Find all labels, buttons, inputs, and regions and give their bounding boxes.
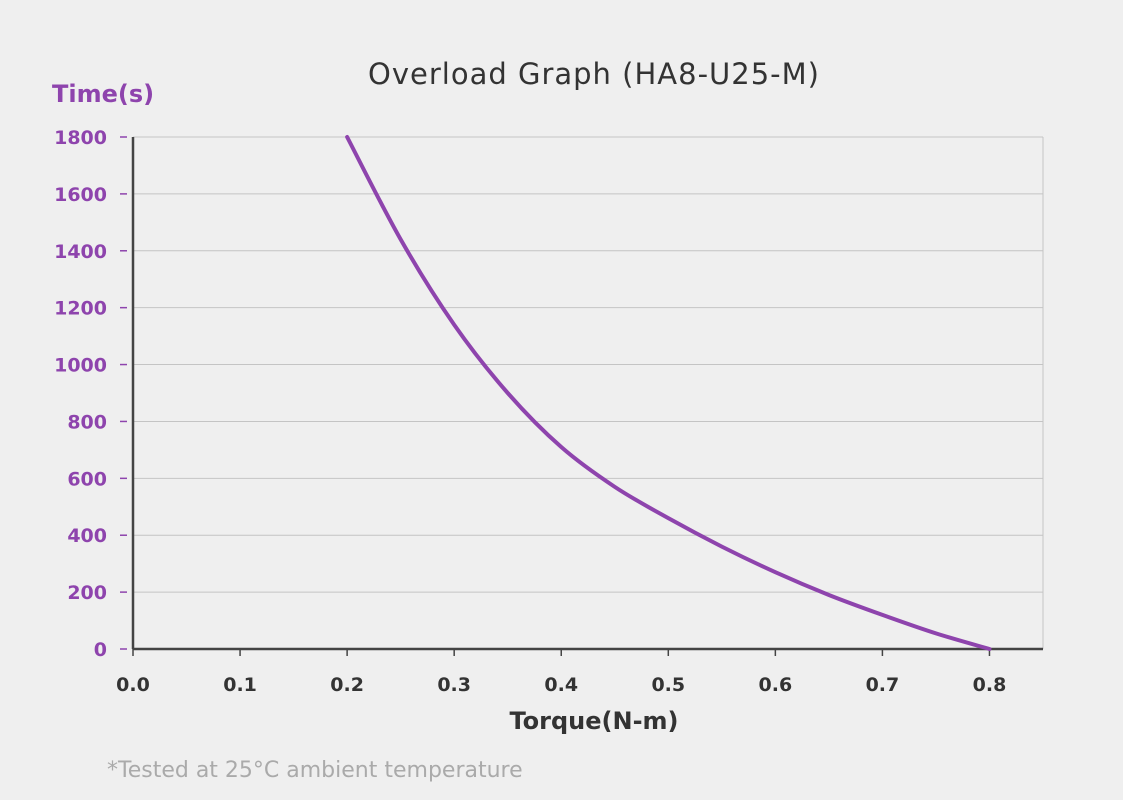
x-axis-ticks: 0.0 0.1 0.2 0.3 0.4 0.5 0.6 0.7 0.8 (116, 649, 1006, 696)
y-tick-label-6: 1200 (54, 298, 107, 320)
x-tick-label-8: 0.8 (973, 674, 1007, 696)
y-tick-label-0: 0 (94, 639, 107, 661)
x-tick-label-0: 0.0 (116, 674, 150, 696)
footnote: *Tested at 25°C ambient temperature (107, 758, 523, 783)
x-tick-label-3: 0.3 (437, 674, 471, 696)
series-line (345, 135, 992, 651)
y-tick-label-7: 1400 (54, 241, 107, 263)
x-tick-label-1: 0.1 (223, 674, 257, 696)
x-tick-label-4: 0.4 (544, 674, 578, 696)
x-tick-label-5: 0.5 (651, 674, 685, 696)
y-tick-label-1: 200 (67, 582, 107, 604)
y-tick-label-4: 800 (67, 411, 107, 433)
y-tick-label-5: 1000 (54, 355, 107, 377)
chart-title: Overload Graph (HA8-U25-M) (368, 57, 820, 91)
x-tick-label-2: 0.2 (330, 674, 364, 696)
y-axis-ticks: 0 200 400 600 800 1000 1200 1400 1600 1800 (54, 127, 127, 661)
y-tick-label-3: 600 (67, 468, 107, 490)
y-axis-label: Time(s) (52, 80, 154, 108)
x-tick-label-6: 0.6 (759, 674, 793, 696)
y-tick-label-2: 400 (67, 525, 107, 547)
grid-lines (133, 136, 1043, 650)
x-tick-label-7: 0.7 (866, 674, 900, 696)
y-tick-label-8: 1600 (54, 184, 107, 206)
x-axis-label: Torque(N-m) (509, 707, 678, 735)
y-tick-label-9: 1800 (54, 127, 107, 149)
